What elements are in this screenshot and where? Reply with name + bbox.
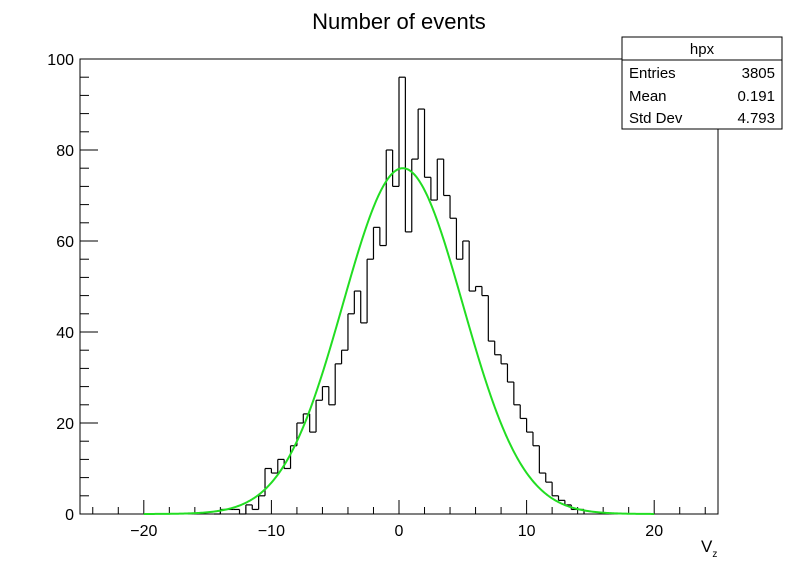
y-tick-label: 80	[56, 143, 74, 160]
y-tick-label: 40	[56, 325, 74, 342]
x-axis-label-subscript: z	[712, 549, 717, 560]
stats-box-frame	[621, 36, 783, 130]
x-tick-label: −20	[130, 523, 157, 540]
stats-mean-value: 0.191	[737, 88, 775, 105]
axes: −20 −10 0 10 20 0 20 40 60 80 100	[47, 52, 719, 540]
x-tick-label: −10	[258, 523, 285, 540]
x-axis-label-main: V	[701, 537, 713, 556]
stats-mean-label: Mean	[629, 88, 667, 105]
stats-box-name: hpx	[690, 41, 715, 58]
stats-stddev-label: Std Dev	[629, 110, 683, 127]
stats-box: hpx Entries 3805 Mean 0.191 Std Dev 4.79…	[621, 36, 783, 130]
stats-entries-label: Entries	[629, 65, 676, 82]
chart-title: Number of events	[312, 9, 486, 34]
y-tick-label: 20	[56, 416, 74, 433]
x-axis-label: Vz	[701, 537, 717, 560]
x-tick-label: 0	[395, 523, 404, 540]
fit-curve	[143, 167, 655, 515]
stats-stddev-value: 4.793	[737, 110, 775, 127]
fit-curve-series	[143, 167, 655, 515]
x-tick-label: 20	[645, 523, 663, 540]
y-tick-label: 100	[47, 52, 74, 69]
stats-entries-value: 3805	[742, 65, 775, 82]
y-tick-label: 60	[56, 234, 74, 251]
y-tick-label: 0	[65, 507, 74, 524]
x-tick-label: 10	[518, 523, 536, 540]
histogram-series	[213, 76, 585, 515]
